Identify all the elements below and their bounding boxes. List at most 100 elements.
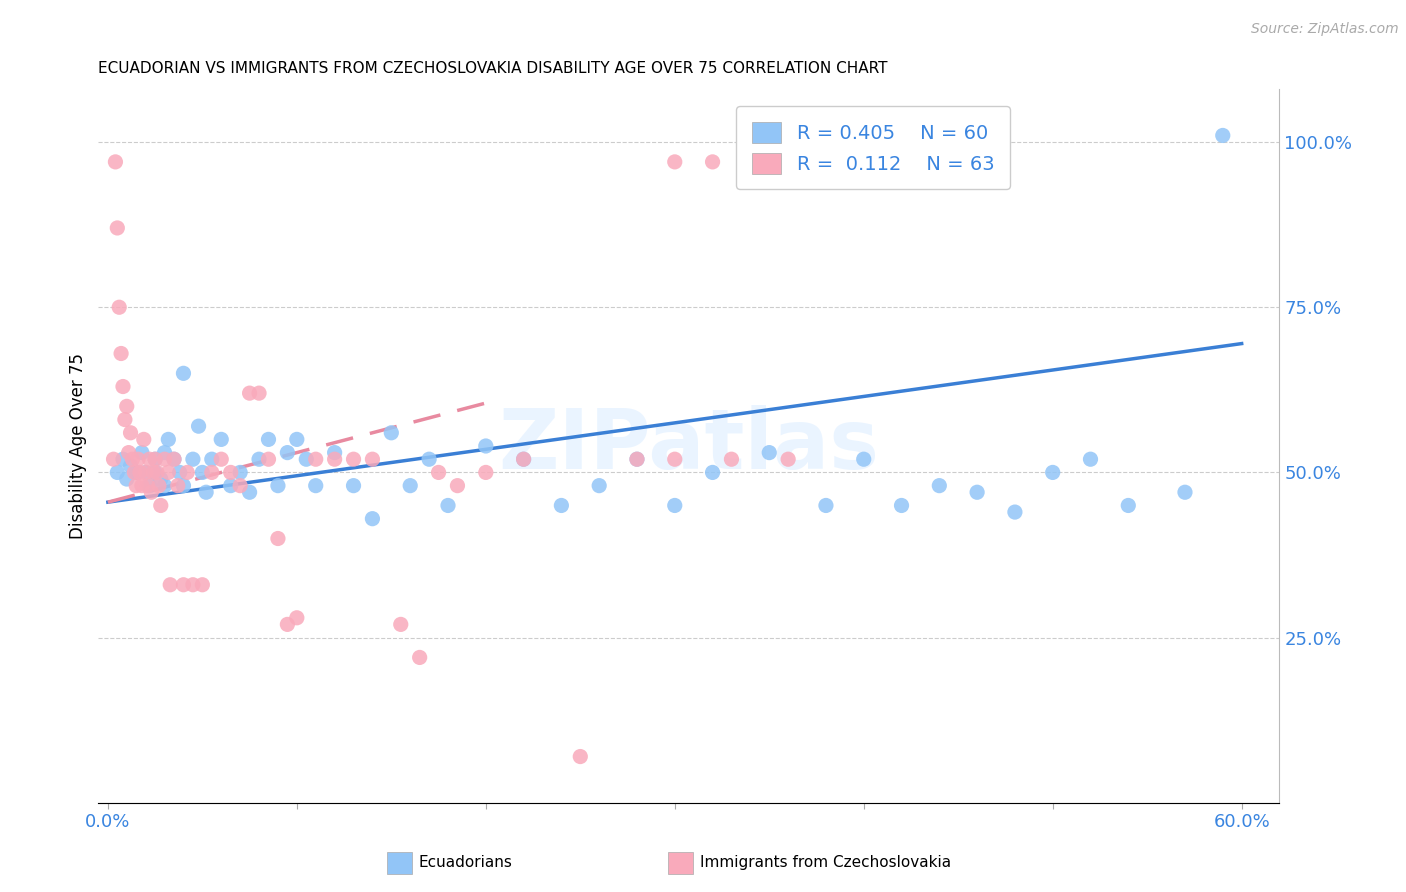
Legend: R = 0.405    N = 60, R =  0.112    N = 63: R = 0.405 N = 60, R = 0.112 N = 63 [737,106,1010,189]
Point [285,433,308,447]
Point [1116,499,1139,513]
Point [157,433,180,447]
Text: ZIPatlas: ZIPatlas [499,406,879,486]
Point [257,452,280,467]
Point [305,452,328,467]
Point [181,452,204,467]
Point [720,452,742,467]
Point [512,452,534,467]
Point [104,154,127,169]
Point [114,412,136,426]
Point [201,452,224,467]
Point [153,445,176,459]
Point [163,452,186,467]
Text: ECUADORIAN VS IMMIGRANTS FROM CZECHOSLOVAKIA DISABILITY AGE OVER 75 CORRELATION : ECUADORIAN VS IMMIGRANTS FROM CZECHOSLOV… [98,61,889,76]
Point [124,466,146,480]
Point [418,452,440,467]
Point [323,452,346,467]
Point [664,452,686,467]
Point [146,466,169,480]
Point [814,499,837,513]
Point [169,466,191,480]
Point [131,478,153,492]
Point [890,499,912,513]
Point [626,452,648,467]
Point [285,611,308,625]
Point [209,433,232,447]
Point [209,452,232,467]
Point [125,466,148,480]
Point [427,466,450,480]
Point [276,445,298,459]
Point [778,452,800,467]
Point [153,478,176,492]
Point [219,478,242,492]
Point [127,452,149,467]
Point [475,439,498,453]
Point [141,485,163,500]
Point [1174,485,1197,500]
Point [512,452,534,467]
Point [342,452,364,467]
Point [267,478,290,492]
Point [626,452,648,467]
Point [118,445,141,459]
Point [446,478,468,492]
Point [132,433,155,447]
Point [1212,128,1234,143]
Point [1004,505,1026,519]
Point [148,478,170,492]
Point [928,478,950,492]
Point [195,485,218,500]
Point [437,499,460,513]
Point [323,445,346,459]
Point [664,154,686,169]
Point [852,452,875,467]
Point [157,466,180,480]
Point [229,478,252,492]
Point [143,452,166,467]
Point [181,578,204,592]
Point [276,617,298,632]
Point [166,478,188,492]
Point [191,578,214,592]
Text: Source: ZipAtlas.com: Source: ZipAtlas.com [1251,22,1399,37]
Point [172,578,194,592]
Point [105,221,128,235]
Point [153,452,176,467]
Point [1042,466,1064,480]
Point [966,485,988,500]
Point [191,466,214,480]
Point [361,452,384,467]
Point [389,617,412,632]
Point [305,478,328,492]
Point [143,466,166,480]
Point [129,466,152,480]
Point [111,379,134,393]
Point [172,478,194,492]
Point [163,452,186,467]
Point [135,466,157,480]
Text: Immigrants from Czechoslovakia: Immigrants from Czechoslovakia [700,855,952,870]
Point [219,466,242,480]
Point [834,154,856,169]
Point [257,433,280,447]
Point [295,452,318,467]
Point [135,466,157,480]
Y-axis label: Disability Age Over 75: Disability Age Over 75 [69,353,87,539]
Point [550,499,572,513]
Point [103,452,125,467]
Point [120,458,142,473]
Point [247,386,270,401]
Point [149,499,172,513]
Point [111,452,134,467]
Point [569,749,592,764]
Point [187,419,209,434]
Point [115,472,138,486]
Point [239,485,262,500]
Point [172,367,194,381]
Point [105,466,128,480]
Point [143,452,166,467]
Point [110,346,132,360]
Point [247,452,270,467]
